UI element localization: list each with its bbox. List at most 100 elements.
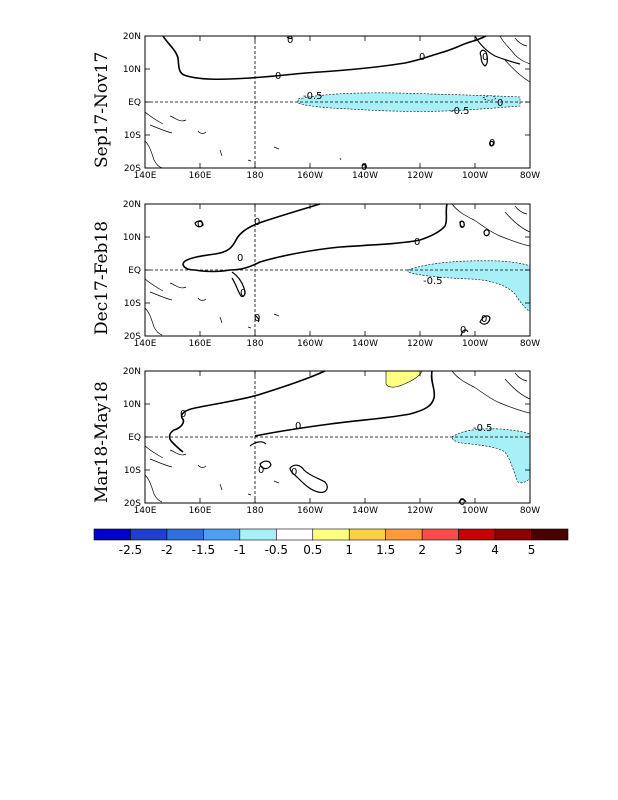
colorbar-swatch [312,528,350,541]
lat-tick-label: 20S [124,332,141,342]
lat-tick-label: 10S [124,299,141,309]
contour-label: 0 [275,71,281,82]
colorbar-swatch [130,528,168,541]
lon-tick-label: 140W [352,171,378,181]
negative-anomaly-region [451,428,531,484]
lat-tick-label: EQ [128,98,141,108]
lon-tick-label: 160W [297,506,323,516]
lon-tick-label: 140W [352,506,378,516]
lon-tick-label: 80W [520,506,540,516]
coastline [144,278,280,336]
contour-label: 0 [459,220,465,231]
lat-tick-label: 20N [123,32,141,42]
colorbar-label: 0.5 [303,543,322,557]
coastline [144,111,342,169]
lat-tick-label: 10S [124,466,141,476]
zero-contour [259,460,467,504]
lon-tick-label: 140E [134,506,157,516]
contour-label: 0 [254,313,260,324]
lon-tick-label: 160E [189,339,212,349]
lat-tick-label: 20N [123,367,141,377]
lat-tick-label: 10S [124,131,141,141]
panel-3-title: Mar18-May18 [92,381,112,503]
panel-1: Sep17-Nov17 0 0 0 0 0 -0.5 -0.5 0 0 [92,35,531,173]
contour-label: 0 [481,314,487,325]
colorbar-label: 1 [345,543,353,557]
panel-2: Dec17-Feb18 0 0 0 0 0 0 -0.5 0 0 0 [92,203,531,337]
colorbar-swatch [239,528,277,541]
zero-contour [168,370,436,453]
contour-label: 0 [291,467,297,478]
lat-tick-label: 10N [123,233,141,243]
colorbar-label: -2.5 [119,543,142,557]
contour-label: 0 [497,98,503,109]
colorbar-swatch [531,528,569,541]
colorbar-swatch [348,528,386,541]
lon-tick-label: 140E [134,339,157,349]
contour-label: 0 [254,217,260,228]
contour-label: 0 [287,35,293,46]
contour-label: 0 [240,288,246,299]
colorbar-label: 3 [455,543,463,557]
zero-contour [182,203,448,273]
lon-tick-label: 180 [246,339,263,349]
colorbar-swatch [276,528,314,541]
lon-tick-label: 80W [520,339,540,349]
contour-label: 0 [419,52,425,63]
zero-contour [460,315,491,337]
colorbar-swatch [458,528,496,541]
colorbar-swatch [166,528,204,541]
colorbar-swatch [385,528,423,541]
lon-tick-label: 160W [297,339,323,349]
lat-tick-label: 10N [123,400,141,410]
contour-label: 0 [237,253,243,264]
colorbar: -2.5 -2 -1.5 -1 -0.5 0.5 1 1.5 2 3 4 5 [93,528,569,557]
lon-tick-label: 120W [407,339,433,349]
contour-label: 0 [414,237,420,248]
colorbar-label: 1.5 [376,543,395,557]
colorbar-label: 4 [491,543,499,557]
lon-tick-label: 140W [352,339,378,349]
lon-tick-label: 100W [462,506,488,516]
positive-anomaly-region [385,370,423,388]
contour-label: 0 [197,219,203,230]
colorbar-swatch [203,528,241,541]
contour-label: 0 [180,409,186,420]
zero-contour [474,35,521,65]
lon-tick-label: 180 [246,171,263,181]
lon-tick-label: 160E [189,171,212,181]
contour-label: -0.5 [473,423,493,434]
lon-tick-label: 180 [246,506,263,516]
lat-tick-label: EQ [128,433,141,443]
contour-label: 0 [258,465,264,476]
lat-tick-label: 20S [124,164,141,174]
negative-anomaly-region [407,260,531,313]
lat-tick-label: 10N [123,65,141,75]
lon-tick-label: 80W [520,171,540,181]
colorbar-swatch [494,528,532,541]
contour-label: 0 [482,52,488,63]
colorbar-label: -0.5 [265,543,288,557]
contour-label: 0 [489,138,495,149]
lon-tick-label: 160E [189,506,212,516]
colorbar-swatch [93,528,131,541]
zero-contour [162,35,487,81]
zero-contour [249,441,328,493]
colorbar-label: -2 [161,543,173,557]
coastline [144,445,280,503]
zero-contour [479,49,488,67]
lat-tick-label: 20S [124,499,141,509]
coastline [451,203,531,247]
contour-label: -0.5 [423,276,443,287]
contour-label: 0 [460,325,466,336]
lon-tick-label: 120W [407,506,433,516]
panel-1-title: Sep17-Nov17 [92,52,112,168]
panel-2-title: Dec17-Feb18 [92,221,112,335]
colorbar-label: -1.5 [192,543,215,557]
coastline [499,35,531,83]
lon-tick-label: 160W [297,171,323,181]
colorbar-label: 5 [528,543,536,557]
lon-tick-label: 140E [134,171,157,181]
